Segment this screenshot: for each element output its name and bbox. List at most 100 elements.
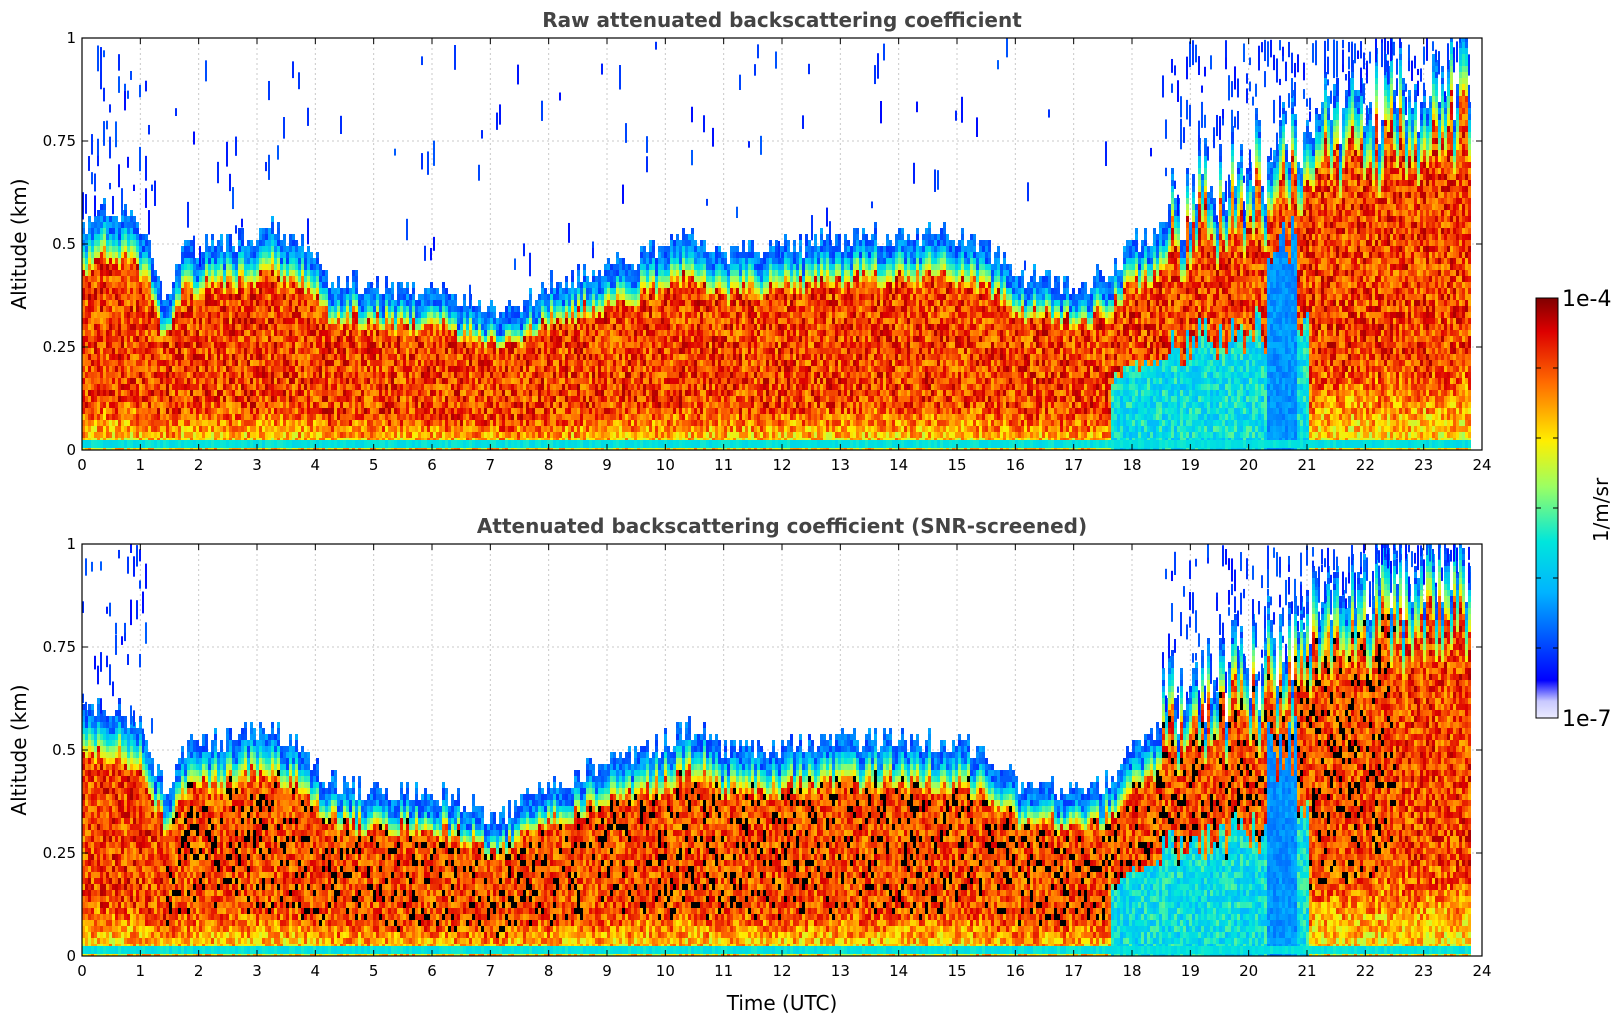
heatmap-cell bbox=[352, 420, 355, 426]
heatmap-cell bbox=[214, 306, 217, 312]
heatmap-cell bbox=[100, 420, 103, 426]
heatmap-cell bbox=[499, 360, 502, 366]
heatmap-cell bbox=[271, 300, 274, 306]
heatmap-cell bbox=[196, 264, 199, 270]
heatmap-column bbox=[403, 288, 406, 450]
heatmap-column bbox=[211, 234, 214, 450]
heatmap-ground-band bbox=[445, 440, 448, 448]
heatmap-cell bbox=[364, 390, 367, 396]
heatmap-cell bbox=[208, 300, 211, 306]
heatmap-cell bbox=[106, 330, 109, 336]
heatmap-cell bbox=[214, 318, 217, 324]
heatmap-cell bbox=[226, 372, 229, 378]
heatmap-column bbox=[463, 294, 466, 450]
heatmap-cell bbox=[145, 294, 148, 300]
heatmap-cell bbox=[163, 396, 166, 402]
heatmap-cell bbox=[106, 324, 109, 330]
heatmap-cell bbox=[328, 306, 331, 312]
heatmap-cell bbox=[280, 360, 283, 366]
heatmap-cell bbox=[367, 402, 370, 408]
heatmap-cell bbox=[190, 402, 193, 408]
heatmap-cell bbox=[319, 354, 322, 360]
heatmap-cell bbox=[313, 294, 316, 300]
heatmap-cell bbox=[208, 342, 211, 348]
heatmap-ground-band bbox=[424, 440, 427, 448]
heatmap-cell bbox=[367, 300, 370, 306]
heatmap-cell bbox=[208, 282, 211, 288]
heatmap-cell bbox=[343, 402, 346, 408]
heatmap-cell bbox=[313, 324, 316, 330]
heatmap-cell bbox=[292, 348, 295, 354]
heatmap-cell bbox=[205, 270, 208, 276]
heatmap-cell bbox=[154, 312, 157, 318]
heatmap-cell bbox=[316, 372, 319, 378]
heatmap-cell bbox=[517, 330, 520, 336]
heatmap-cell bbox=[172, 378, 175, 384]
heatmap-cell bbox=[178, 348, 181, 354]
heatmap-cell bbox=[331, 288, 334, 294]
heatmap-cell bbox=[148, 348, 151, 354]
heatmap-column bbox=[133, 184, 136, 450]
heatmap-cell bbox=[187, 348, 190, 354]
heatmap-cell bbox=[160, 348, 163, 354]
heatmap-cell bbox=[472, 396, 475, 402]
heatmap-cell bbox=[520, 420, 523, 426]
heatmap-cell bbox=[208, 306, 211, 312]
heatmap-cell bbox=[205, 396, 208, 402]
heatmap-cell bbox=[220, 384, 223, 390]
heatmap-column bbox=[142, 234, 145, 450]
heatmap-cell bbox=[283, 366, 286, 372]
heatmap-cell bbox=[523, 402, 526, 408]
heatmap-cell bbox=[349, 360, 352, 366]
heatmap-cell bbox=[223, 420, 226, 426]
heatmap-cell bbox=[241, 228, 244, 234]
heatmap-cell bbox=[517, 336, 520, 342]
heatmap-column bbox=[286, 246, 289, 450]
heatmap-cell bbox=[325, 432, 328, 438]
heatmap-cell bbox=[244, 330, 247, 336]
heatmap-cell bbox=[100, 270, 103, 276]
heatmap-cell bbox=[193, 324, 196, 330]
heatmap-cell bbox=[502, 408, 505, 414]
heatmap-cell bbox=[106, 366, 109, 372]
heatmap-column bbox=[241, 218, 244, 450]
heatmap-cell bbox=[418, 366, 421, 372]
heatmap-cell bbox=[166, 336, 169, 342]
heatmap-cell bbox=[388, 306, 391, 312]
heatmap-cell bbox=[157, 408, 160, 414]
heatmap-cell bbox=[388, 402, 391, 408]
heatmap-cell bbox=[433, 354, 436, 360]
heatmap-cell bbox=[136, 276, 139, 282]
heatmap-cell bbox=[370, 396, 373, 402]
heatmap-cell bbox=[106, 390, 109, 396]
heatmap-cell bbox=[205, 282, 208, 288]
heatmap-cell bbox=[154, 270, 157, 276]
heatmap-cell bbox=[298, 270, 301, 276]
heatmap-cell bbox=[259, 432, 262, 438]
heatmap-cell bbox=[151, 402, 154, 408]
heatmap-cell bbox=[304, 288, 307, 294]
heatmap-cell bbox=[217, 312, 220, 318]
heatmap-ground-band bbox=[163, 440, 166, 448]
heatmap-cell bbox=[274, 306, 277, 312]
heatmap-cell bbox=[127, 252, 130, 258]
heatmap-cell bbox=[496, 324, 499, 330]
heatmap-cell bbox=[271, 318, 274, 324]
heatmap-cell bbox=[223, 396, 226, 402]
heatmap-noise bbox=[97, 45, 99, 72]
heatmap-cell bbox=[184, 348, 187, 354]
heatmap-cell bbox=[202, 384, 205, 390]
heatmap-cell bbox=[505, 384, 508, 390]
heatmap-cell bbox=[205, 318, 208, 324]
heatmap-cell bbox=[469, 372, 472, 378]
heatmap-cell bbox=[148, 294, 151, 300]
heatmap-cell bbox=[349, 312, 352, 318]
heatmap-cell bbox=[157, 294, 160, 300]
heatmap-cell bbox=[196, 384, 199, 390]
heatmap-cell bbox=[493, 384, 496, 390]
heatmap-cell bbox=[217, 240, 220, 246]
heatmap-cell bbox=[253, 246, 256, 252]
heatmap-cell bbox=[112, 216, 115, 222]
heatmap-cell bbox=[352, 390, 355, 396]
heatmap-cell bbox=[283, 402, 286, 408]
